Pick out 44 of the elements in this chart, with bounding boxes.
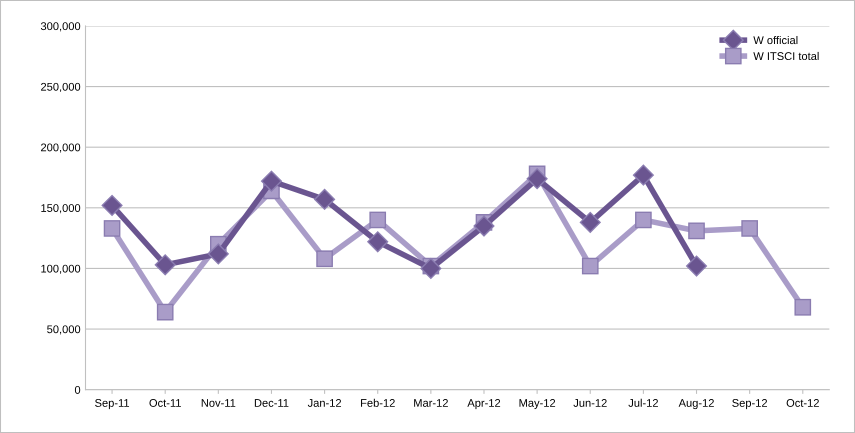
y-tick-label: 50,000 bbox=[47, 325, 80, 335]
x-tick-label: Sep-12 bbox=[732, 399, 768, 410]
point bbox=[635, 212, 652, 228]
x-tick-label: Dec-11 bbox=[254, 399, 288, 407]
x-tick-label: Jun-12 bbox=[573, 399, 607, 407]
point bbox=[316, 250, 333, 268]
y-tick-label: 200,000 bbox=[41, 143, 80, 153]
x-tick-label: Oct-11 bbox=[149, 399, 181, 407]
point bbox=[686, 256, 708, 277]
x-tick-label: Sep-11 bbox=[95, 399, 130, 410]
point bbox=[582, 258, 599, 274]
x-tick-label: Jul-12 bbox=[628, 398, 658, 407]
point bbox=[632, 164, 654, 186]
point bbox=[367, 231, 388, 252]
y-tick-label: 0 bbox=[74, 386, 80, 394]
legend-label: W ITSCI total bbox=[753, 52, 819, 60]
point bbox=[260, 170, 282, 192]
point bbox=[102, 194, 123, 216]
point bbox=[314, 188, 336, 210]
x-tick-label: Apr-12 bbox=[467, 399, 500, 410]
y-tick-label: 150,000 bbox=[41, 204, 80, 214]
point bbox=[580, 212, 601, 233]
point bbox=[688, 222, 705, 240]
x-tick-label: Oct-12 bbox=[786, 399, 819, 407]
x-tick-label: Jan-12 bbox=[308, 399, 342, 407]
point bbox=[104, 220, 120, 237]
point bbox=[794, 298, 812, 316]
x-tick-label: May-12 bbox=[520, 399, 556, 410]
x-tick-label: Nov-11 bbox=[202, 399, 236, 407]
point bbox=[208, 243, 229, 264]
point bbox=[741, 220, 758, 237]
legend-label: W official bbox=[753, 36, 798, 44]
x-tick-label: Mar-12 bbox=[414, 399, 448, 407]
x-tick-label: Aug-12 bbox=[678, 399, 714, 410]
point bbox=[156, 304, 174, 320]
y-tick-label: 300,000 bbox=[40, 22, 80, 32]
y-tick-label: 100,000 bbox=[41, 264, 80, 274]
y-tick-label: 250,000 bbox=[41, 82, 80, 92]
point bbox=[473, 216, 495, 237]
x-tick-label: Feb-12 bbox=[361, 398, 395, 407]
point bbox=[420, 258, 442, 279]
point bbox=[154, 254, 176, 276]
point bbox=[526, 168, 548, 190]
point bbox=[369, 212, 386, 228]
